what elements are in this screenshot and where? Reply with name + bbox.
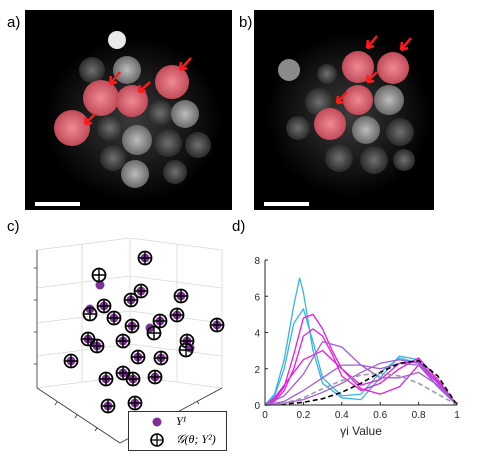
micrograph-b — [254, 10, 434, 210]
scatter-points — [63, 250, 225, 414]
arrows-a — [83, 57, 192, 126]
panel-label-d: d) — [232, 218, 246, 235]
series-line-5 — [264, 349, 458, 406]
point-pair — [100, 398, 116, 414]
grid-3d — [36, 238, 223, 389]
point-pair — [63, 353, 79, 369]
series-line-7 — [264, 362, 458, 406]
point-pair — [152, 313, 168, 329]
point-pair — [124, 318, 140, 334]
point-pair — [127, 395, 143, 411]
scale-bar-b — [264, 202, 309, 206]
panel-label-b: b) — [239, 14, 253, 31]
panel-label-a: a) — [7, 14, 21, 31]
point-pair — [96, 298, 112, 314]
point-pair — [153, 350, 169, 366]
x-tick-label: 0.2 — [296, 410, 310, 421]
y-tick-label: 4 — [254, 329, 260, 340]
scale-bar-a — [35, 202, 80, 206]
micrograph-b-image — [267, 33, 431, 197]
series-line-8 — [264, 359, 458, 406]
point-pair — [178, 342, 195, 358]
x-tick-label: 0 — [262, 410, 268, 421]
legend-marker-circle-plus — [150, 433, 164, 447]
legend-row-y1: Y¹ — [129, 413, 226, 431]
y-tick-label: 8 — [254, 256, 260, 267]
x-tick-label: 1 — [454, 410, 460, 421]
point-pair — [147, 369, 163, 385]
series-line-3 — [264, 313, 458, 406]
y-tick-label: 0 — [254, 401, 260, 412]
x-tick-label: 0.6 — [373, 410, 387, 421]
scatter-3d-chart — [34, 238, 225, 444]
point-pair — [89, 338, 105, 354]
point-pair — [91, 267, 107, 290]
series-line-9 — [264, 359, 458, 406]
legend-label-g: 𝒢(θ; Y²) — [176, 432, 216, 446]
panel-label-c: c) — [7, 218, 20, 235]
point-pair — [133, 283, 149, 299]
scatter-legend: Y¹ 𝒢(θ; Y²) — [128, 411, 227, 451]
point-pair — [130, 349, 146, 365]
point-pair — [145, 323, 162, 341]
legend-row-g: 𝒢(θ; Y²) — [129, 431, 226, 449]
series-line-1 — [264, 277, 458, 406]
x-tick-label: 0.8 — [412, 410, 426, 421]
x-axis-label: γi Value — [340, 424, 382, 438]
point-pair — [123, 292, 139, 308]
x-tick-label: 0.4 — [335, 410, 349, 421]
micrograph-a — [25, 10, 232, 210]
point-pair — [137, 250, 153, 266]
point-pair — [209, 317, 225, 333]
legend-marker-filled-circle — [152, 417, 162, 427]
point-pair — [125, 371, 141, 387]
point-pair — [106, 310, 122, 326]
point-pair — [82, 304, 98, 322]
micrograph-a-image — [45, 31, 221, 202]
arrows-b — [335, 35, 412, 105]
point-pair — [115, 333, 131, 349]
y-tick-label: 6 — [254, 292, 260, 303]
point-pair — [169, 307, 185, 323]
point-pair — [173, 288, 189, 304]
gamma-distribution-chart: 0 0.2 0.4 0.6 0.8 1 0 2 4 6 8 γi Value — [254, 256, 460, 438]
y-tick-label: 2 — [254, 365, 260, 376]
legend-label-y1: Y¹ — [176, 414, 187, 428]
series-line-10 — [264, 372, 458, 406]
point-pair — [80, 331, 96, 347]
point-pair — [98, 371, 114, 387]
